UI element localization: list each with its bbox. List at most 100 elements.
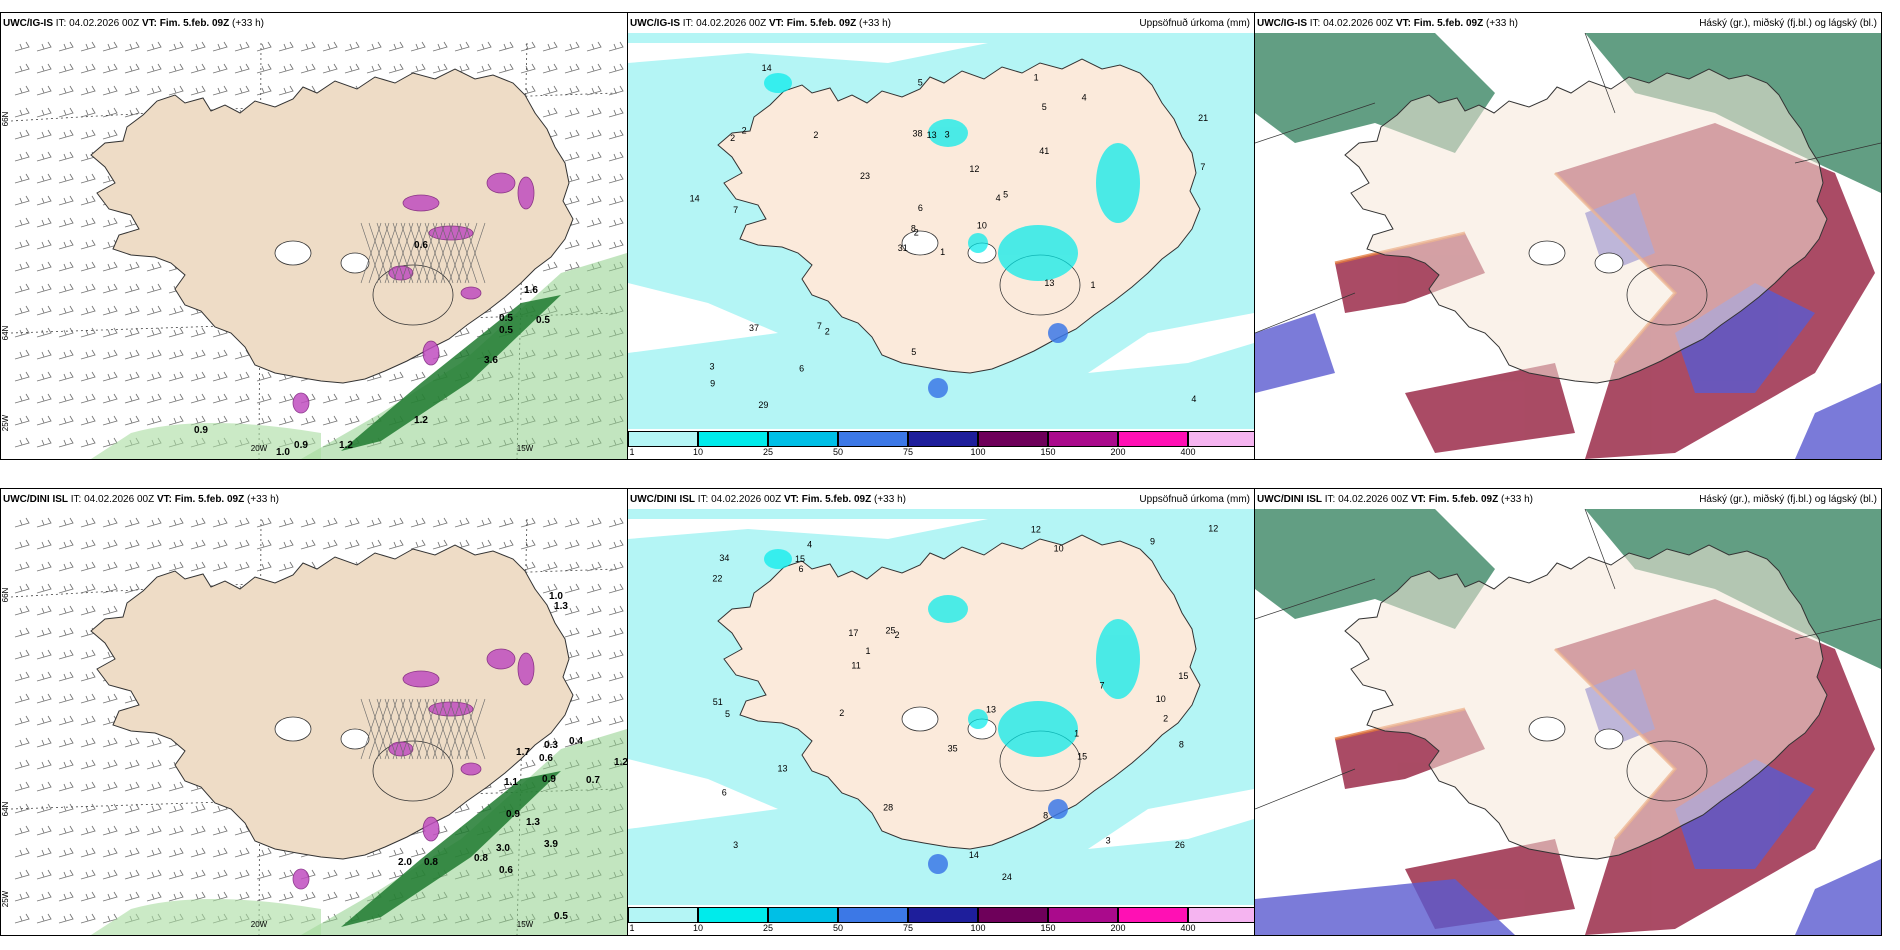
wind-barb bbox=[14, 825, 30, 836]
wind-barb bbox=[586, 605, 602, 616]
wind-barb bbox=[36, 605, 52, 616]
wind-barb bbox=[168, 415, 184, 426]
iceland-outline bbox=[717, 534, 1201, 850]
panel-header: UWC/DINI ISL IT: 04.02.2026 00Z VT: Fim.… bbox=[628, 489, 1254, 509]
legend-label: 10 bbox=[692, 923, 704, 933]
panel-dini-precip: UWC/DINI ISL IT: 04.02.2026 00Z VT: Fim.… bbox=[627, 488, 1255, 936]
hatch bbox=[464, 698, 486, 760]
hatch bbox=[368, 222, 390, 284]
cloud-area bbox=[1405, 363, 1575, 453]
wind-barb bbox=[454, 517, 470, 528]
wind-barb bbox=[586, 627, 602, 638]
precip-value-label: 8 bbox=[911, 223, 916, 233]
wind-barb bbox=[36, 371, 52, 382]
wind-barb bbox=[498, 517, 514, 528]
precip-blob bbox=[517, 652, 535, 686]
wind-barb bbox=[124, 561, 140, 572]
coastline bbox=[90, 544, 574, 860]
wind-barb bbox=[58, 825, 74, 836]
wind-barb bbox=[212, 517, 228, 528]
panel-title: Háský (gr.), miðský (fj.bl.) og lágský (… bbox=[1699, 494, 1877, 505]
wind-barb bbox=[36, 627, 52, 638]
lon-20-label: 20W bbox=[251, 920, 268, 929]
precip-value-label: 2 bbox=[813, 130, 818, 140]
wind-barb bbox=[58, 63, 74, 74]
wind-value-label: 0.4 bbox=[569, 736, 583, 747]
it-label: IT: bbox=[1324, 494, 1336, 505]
wind-barb bbox=[146, 517, 162, 528]
wind-barb bbox=[168, 891, 184, 902]
wind-barb bbox=[36, 671, 52, 682]
wind-barb bbox=[322, 415, 338, 426]
init-time: 04.02.2026 00Z bbox=[1323, 18, 1394, 29]
precip-value-label: 15 bbox=[1178, 671, 1188, 681]
precip-value-label: 4 bbox=[996, 193, 1001, 203]
precip-value-label: 11 bbox=[851, 660, 860, 670]
legend-label: 75 bbox=[902, 923, 914, 933]
precip-value-label: 13 bbox=[778, 764, 788, 774]
precip-value-label: 31 bbox=[898, 243, 908, 253]
hatch bbox=[392, 222, 414, 284]
precip-value-label: 26 bbox=[1175, 840, 1185, 850]
it-label: IT: bbox=[1309, 18, 1321, 29]
model-name: UWC/IG-IS bbox=[3, 18, 53, 29]
wind-barb bbox=[58, 605, 74, 616]
legend-label: 10 bbox=[692, 447, 704, 457]
precip-blob bbox=[764, 549, 792, 569]
cloud-area bbox=[1255, 313, 1335, 393]
grid-line bbox=[1584, 33, 1616, 114]
precip-value-label: 5 bbox=[725, 709, 730, 719]
wind-barb bbox=[586, 41, 602, 52]
wind-barb bbox=[168, 869, 184, 880]
wind-barb bbox=[344, 415, 360, 426]
precip-blob bbox=[292, 868, 310, 890]
wind-barb bbox=[564, 605, 580, 616]
lon-20-line bbox=[258, 42, 262, 459]
legend-swatch bbox=[838, 907, 908, 923]
wind-barb bbox=[388, 517, 404, 528]
hatch bbox=[408, 222, 430, 284]
wind-barb bbox=[102, 781, 118, 792]
precip-value-label: 10 bbox=[1156, 694, 1166, 704]
wind-barb bbox=[36, 85, 52, 96]
panel-header: UWC/DINI ISL IT: 04.02.2026 00Z VT: Fim.… bbox=[1, 489, 627, 509]
wind-barb bbox=[234, 63, 250, 74]
wind-barb bbox=[14, 41, 30, 52]
precip-blob bbox=[968, 233, 988, 253]
wind-barb bbox=[36, 41, 52, 52]
precip-value-label: 1 bbox=[1034, 73, 1039, 83]
wind-barb bbox=[388, 371, 404, 382]
wind-barb bbox=[102, 605, 118, 616]
wind-barb bbox=[344, 393, 360, 404]
wind-barb bbox=[102, 869, 118, 880]
wind-barb bbox=[14, 151, 30, 162]
wind-barb bbox=[102, 327, 118, 338]
wind-barb bbox=[608, 195, 624, 206]
precip-value-label: 13 bbox=[927, 130, 937, 140]
wind-barb bbox=[542, 85, 558, 96]
wind-barb bbox=[36, 327, 52, 338]
precip-value-label: 4 bbox=[807, 540, 812, 550]
panel-dini-clouds: UWC/DINI ISL IT: 04.02.2026 00Z VT: Fim.… bbox=[1254, 488, 1882, 936]
wind-barb bbox=[564, 737, 580, 748]
wind-barb bbox=[58, 583, 74, 594]
wind-barb bbox=[124, 803, 140, 814]
wind-barb bbox=[36, 781, 52, 792]
wind-barb bbox=[36, 63, 52, 74]
wind-barb bbox=[278, 415, 294, 426]
wind-band-dark bbox=[341, 295, 561, 451]
wind-barb bbox=[102, 561, 118, 572]
wind-barb bbox=[80, 913, 96, 924]
wind-barb bbox=[564, 239, 580, 250]
wind-barb bbox=[234, 517, 250, 528]
legend-label: 200 bbox=[1110, 923, 1126, 933]
precip-blob bbox=[422, 340, 440, 366]
glacier-langjokull bbox=[274, 716, 312, 742]
lead-time: (+33 h) bbox=[247, 494, 279, 505]
wind-value-label: 0.9 bbox=[194, 425, 208, 436]
lat-66-line bbox=[10, 568, 618, 598]
wind-barb bbox=[212, 869, 228, 880]
vt-label: VT: bbox=[1395, 18, 1411, 29]
precip-value-label: 2 bbox=[894, 630, 899, 640]
wind-barb bbox=[102, 371, 118, 382]
